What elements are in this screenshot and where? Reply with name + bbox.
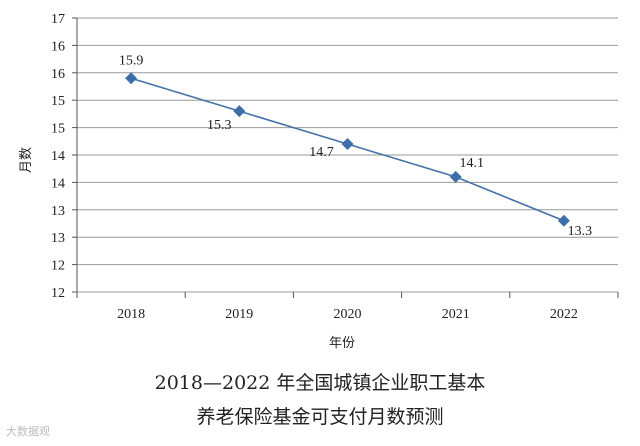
x-tick-label: 2020 [334, 307, 362, 322]
y-tick-label: 14 [51, 176, 65, 191]
y-axis-label: 月数 [19, 147, 34, 173]
y-tick-label: 13 [51, 231, 65, 246]
data-point-marker [341, 138, 354, 151]
data-point-marker [233, 105, 246, 118]
y-tick-label: 12 [51, 286, 65, 301]
series-line [125, 72, 570, 227]
y-tick-label: 16 [51, 39, 65, 54]
y-tick-label: 14 [51, 149, 65, 164]
data-label: 15.3 [207, 118, 232, 133]
y-tick-label: 12 [51, 259, 65, 274]
watermark: 大数据观 [6, 425, 50, 438]
data-label: 14.1 [459, 156, 484, 171]
data-label: 13.3 [568, 224, 593, 239]
data-point-marker [557, 214, 570, 227]
x-tick-label: 2019 [225, 307, 253, 322]
y-axis-ticks: 12 12 13 13 14 14 15 15 16 16 17 [51, 12, 65, 301]
y-tick-label: 16 [51, 67, 65, 82]
x-axis-label: 年份 [329, 336, 355, 351]
data-labels: 15.9 15.3 14.7 14.1 13.3 [119, 53, 592, 238]
x-tick-label: 2021 [442, 307, 470, 322]
caption-line-1: 2018—2022 年全国城镇企业职工基本 [154, 372, 486, 394]
data-label: 15.9 [119, 53, 144, 68]
caption-line-2: 养老保险基金可支付月数预测 [196, 406, 444, 428]
gridlines [72, 17, 619, 298]
data-label: 14.7 [309, 145, 334, 160]
x-tick-label: 2018 [117, 307, 145, 322]
x-tick-label: 2022 [550, 307, 578, 322]
data-point-marker [449, 170, 462, 183]
data-point-marker [125, 72, 138, 85]
y-tick-label: 15 [51, 94, 65, 109]
y-tick-label: 17 [51, 12, 65, 27]
y-tick-label: 15 [51, 122, 65, 137]
x-axis-ticks: 2018 2019 2020 2021 2022 [117, 307, 578, 322]
y-tick-label: 13 [51, 204, 65, 219]
